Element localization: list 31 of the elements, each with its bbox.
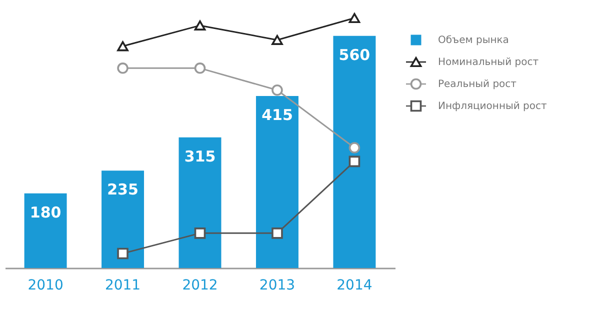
legend-label: Объем рынка — [438, 35, 509, 46]
point — [194, 62, 206, 74]
point — [194, 228, 206, 239]
data-label: 235 — [107, 180, 138, 199]
point — [348, 12, 360, 24]
point — [117, 62, 128, 74]
x-tick-label: 2010 — [28, 278, 64, 294]
x-tick-label: 2012 — [182, 278, 218, 294]
bar — [24, 193, 67, 268]
point — [348, 156, 360, 168]
data-label: 415 — [262, 106, 293, 124]
x-tick-label: 2014 — [336, 278, 372, 294]
point — [117, 248, 128, 260]
bar — [178, 137, 222, 268]
legend-label: Инфляционный рост — [438, 101, 548, 112]
data-label: 315 — [184, 147, 216, 166]
data-label: 560 — [338, 46, 370, 64]
legend-label: Номинальный рост — [438, 57, 539, 68]
point — [194, 20, 206, 30]
point — [272, 228, 283, 239]
x-tick-label: 2011 — [104, 278, 141, 294]
x-tick-label: 2013 — [259, 278, 296, 294]
point — [272, 34, 283, 45]
bar — [256, 96, 298, 268]
legend-label: Реальный рост — [438, 79, 517, 90]
data-label: 180 — [30, 203, 62, 222]
point — [348, 142, 360, 154]
bar — [102, 170, 144, 268]
point — [272, 84, 283, 96]
bar — [333, 36, 376, 268]
point — [117, 41, 128, 52]
